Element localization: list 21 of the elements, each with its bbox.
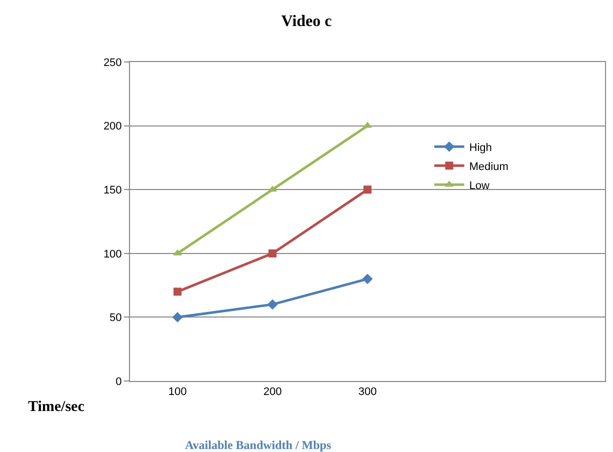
legend-label: Medium: [469, 160, 508, 173]
y-tick-label: 100: [103, 248, 122, 260]
chart-title: Video c: [281, 12, 332, 30]
y-tick-label: 50: [110, 312, 122, 324]
point: [172, 312, 183, 322]
y-tick-label: 0: [116, 376, 122, 388]
x-tick-label: 100: [168, 386, 187, 398]
y-axis-title: Time/sec: [28, 399, 85, 415]
legend-label: High: [469, 142, 492, 154]
point: [174, 288, 182, 296]
x-axis-title: Available Bandwidth / Mbps: [185, 438, 332, 452]
point: [268, 249, 276, 258]
legend-label: Low: [469, 180, 490, 192]
y-tick-label: 250: [103, 56, 122, 69]
y-tick-label: 200: [103, 120, 122, 133]
x-tick-label: 200: [263, 386, 282, 398]
point: [267, 299, 278, 310]
point: [364, 186, 372, 194]
x-tick-label: 300: [358, 386, 377, 398]
y-tick-label: 150: [103, 184, 122, 196]
point: [362, 274, 373, 284]
